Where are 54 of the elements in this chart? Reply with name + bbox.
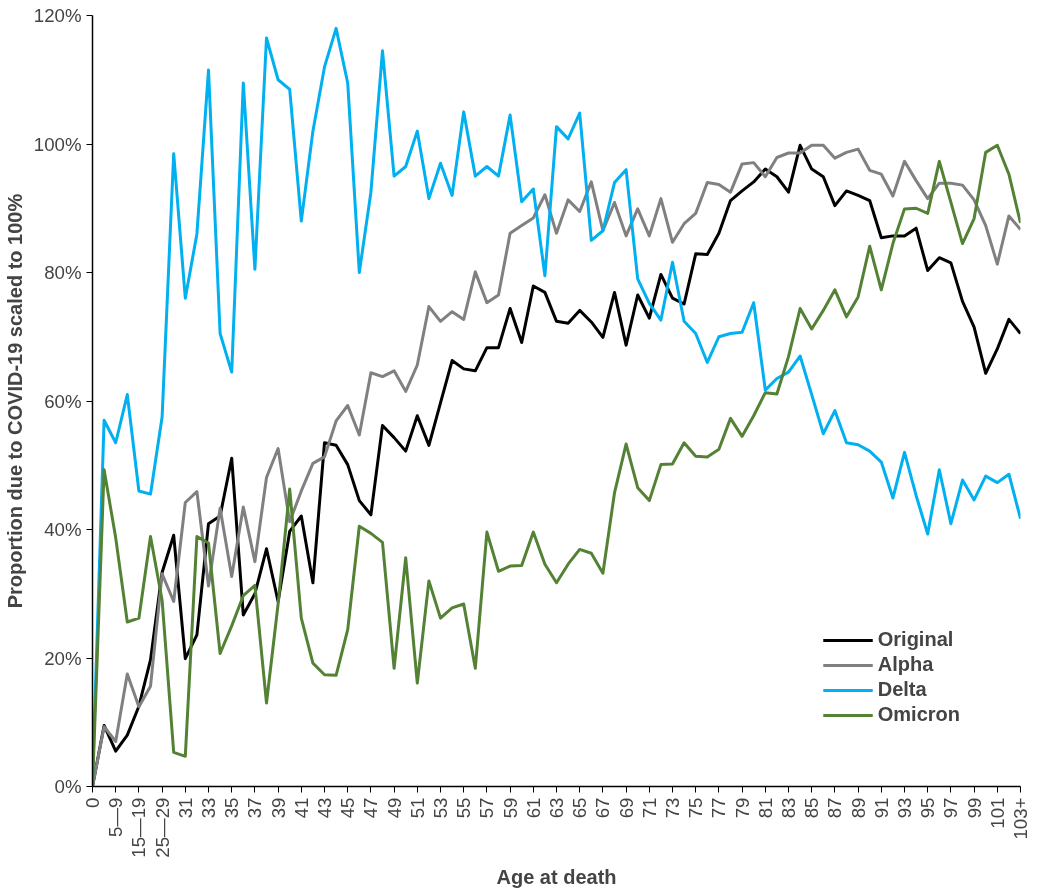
y-tick-label: 60% (44, 390, 82, 412)
x-tick-label: 79 (731, 797, 753, 819)
x-tick-label: 73 (662, 797, 683, 819)
x-tick-label: 51 (406, 797, 428, 819)
x-tick-label: 59 (499, 797, 521, 819)
x-tick-label: 93 (894, 797, 915, 819)
x-tick-label: 99 (963, 797, 985, 819)
x-tick-label: 69 (615, 797, 637, 819)
x-tick-label: 91 (870, 797, 892, 819)
x-tick-label: 33 (198, 797, 219, 819)
x-tick-label: 47 (360, 797, 382, 819)
x-tick-label: 85 (801, 797, 823, 819)
x-tick-label: 77 (708, 797, 730, 819)
legend-label: Delta (877, 678, 927, 701)
y-axis-title: Proportion due to COVID-19 scaled to 100% (3, 193, 26, 609)
x-tick-label: 95 (917, 797, 939, 819)
x-tick-label: 39 (267, 797, 289, 819)
x-tick-label: 49 (383, 797, 405, 819)
x-tick-label: 43 (314, 797, 335, 819)
x-tick-label: 101 (986, 797, 1008, 829)
x-tick-label: 0 (82, 797, 103, 808)
y-tick-label: 40% (44, 519, 82, 540)
x-tick-label: 41 (290, 797, 312, 819)
y-tick-label: 80% (44, 262, 82, 283)
x-tick-label: 75 (685, 797, 707, 819)
x-tick-label: 63 (546, 797, 567, 819)
x-tick-label: 65 (569, 797, 591, 819)
x-tick-label: 81 (754, 797, 776, 819)
x-tick-label: 61 (522, 797, 544, 819)
x-tick-label: 31 (174, 797, 196, 819)
x-tick-label: 25—29 (151, 797, 173, 858)
x-tick-label: 71 (638, 797, 660, 819)
x-tick-label: 15—19 (128, 797, 150, 858)
x-tick-label: 55 (453, 797, 475, 819)
x-tick-label: 97 (940, 797, 962, 819)
y-tick-label: 0% (54, 776, 82, 797)
x-tick-label: 87 (824, 797, 846, 819)
x-tick-label: 45 (337, 797, 359, 819)
y-tick-label: 120% (33, 5, 82, 26)
x-tick-label: 67 (592, 797, 614, 819)
legend-label: Alpha (877, 653, 934, 676)
x-tick-label: 53 (430, 797, 451, 819)
x-tick-label: 83 (778, 797, 799, 819)
x-tick-label: 89 (847, 797, 869, 819)
x-tick-label: 37 (244, 797, 266, 819)
x-axis-title: Age at death (496, 865, 617, 888)
x-tick-label: 35 (221, 797, 243, 819)
x-tick-label: 5—9 (105, 797, 127, 837)
y-tick-label: 20% (44, 647, 82, 669)
legend-label: Omicron (877, 703, 960, 726)
y-tick-label: 100% (33, 133, 82, 155)
x-tick-label: 57 (476, 797, 498, 819)
x-tick-label: 103+ (1010, 797, 1031, 840)
legend-label: Original (877, 628, 954, 651)
